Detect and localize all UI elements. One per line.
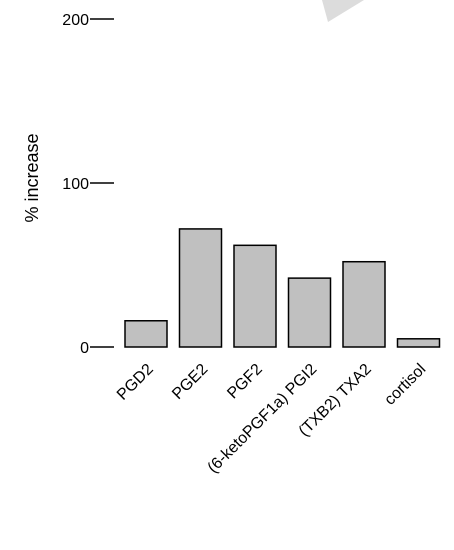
x-tick-label: PGD2 — [114, 361, 157, 404]
y-tick-label: 0 — [80, 340, 89, 357]
x-tick-label: (6-ketoPGF1a) PGI2 — [205, 361, 321, 477]
x-tick-label: cortisol — [381, 361, 429, 409]
bar — [396, 338, 441, 348]
x-axis-labels: PGD2 PGE2 PGF2(6-ketoPGF1a) PGI2(TXB2) TXA… — [114, 361, 429, 477]
bar — [342, 260, 386, 348]
bar — [178, 228, 223, 348]
bar — [124, 320, 168, 348]
y-axis-title: % increase — [22, 133, 42, 222]
bars — [124, 228, 441, 348]
y-axis: 0 100 200 — [62, 12, 114, 357]
x-tick-label: PGE2 — [169, 361, 211, 403]
bar — [233, 244, 277, 348]
y-tick-label: 100 — [62, 176, 89, 193]
corner-decoration — [322, 0, 364, 22]
x-tick-label: PGF2 — [224, 361, 266, 403]
bar — [287, 277, 332, 348]
y-tick-label: 200 — [62, 12, 89, 29]
